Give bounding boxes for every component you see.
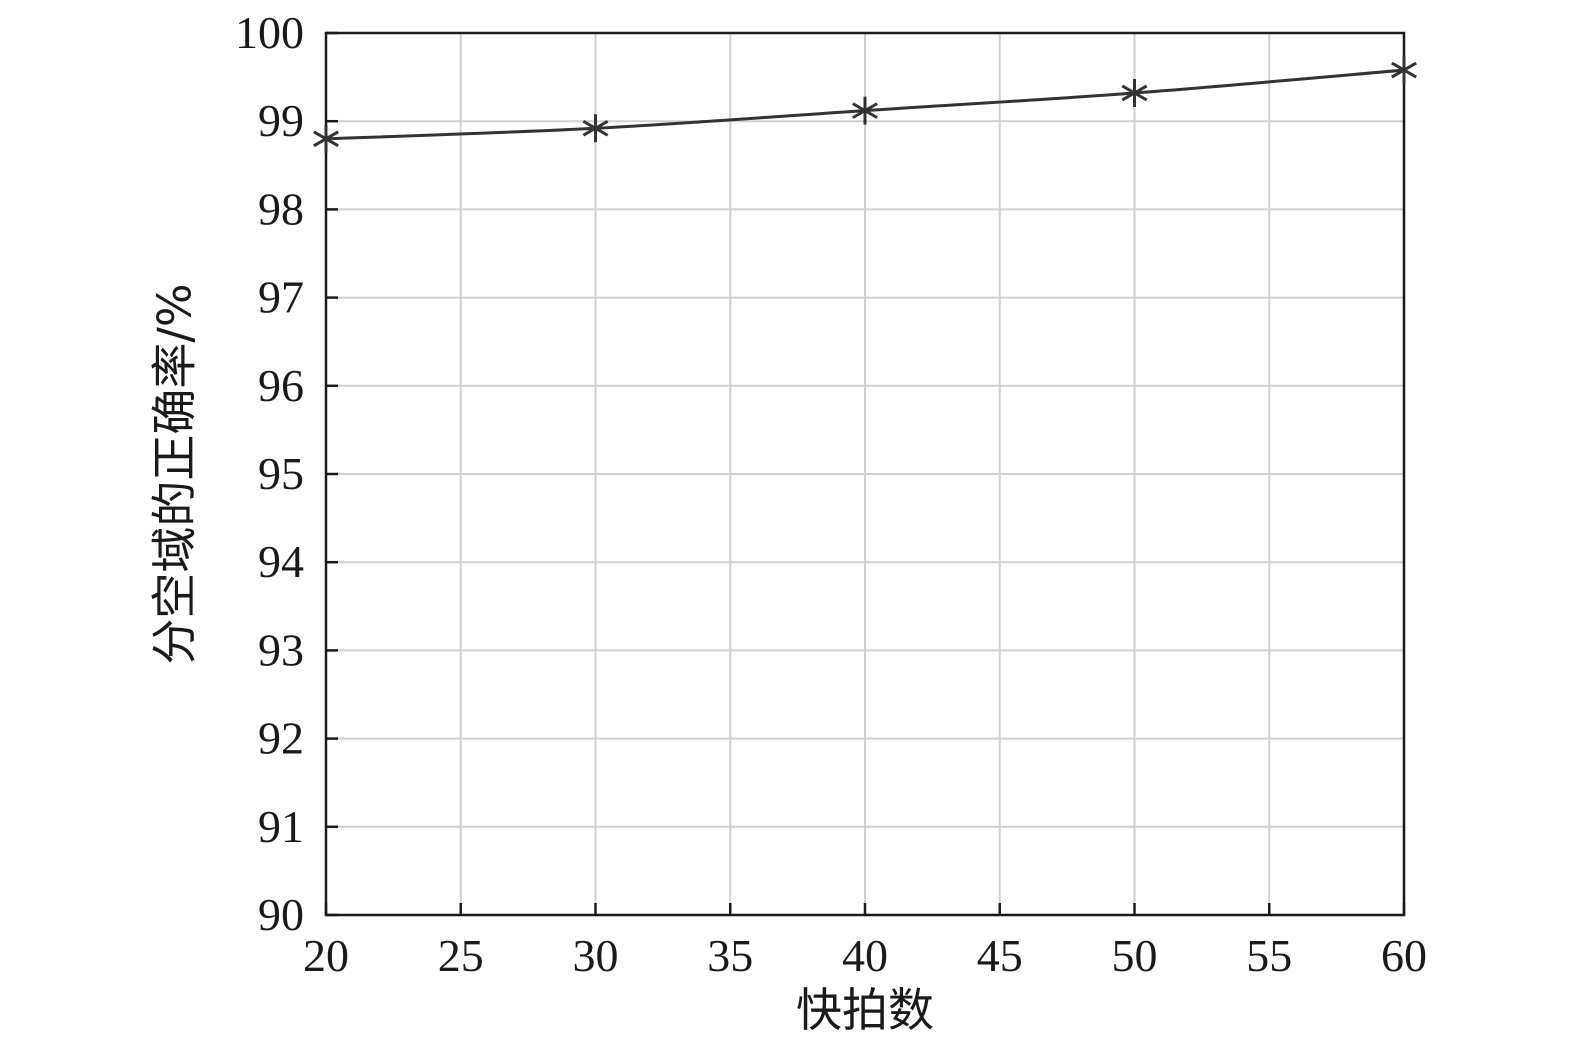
y-tick-label: 93 — [258, 624, 304, 675]
marker-stroke — [1391, 61, 1417, 79]
y-tick-label: 100 — [235, 7, 304, 58]
x-tick-label: 20 — [303, 930, 349, 981]
x-tick-label: 25 — [438, 930, 484, 981]
x-tick-label: 55 — [1246, 930, 1292, 981]
x-tick-label: 60 — [1381, 930, 1427, 981]
y-axis-tick-labels: 90 91 92 93 94 95 96 97 98 99 100 — [235, 7, 304, 940]
y-tick-label: 95 — [258, 448, 304, 499]
y-tick-label: 99 — [258, 95, 304, 146]
y-tick-label: 91 — [258, 801, 304, 852]
x-axis-label: 快拍数 — [796, 983, 934, 1037]
y-tick-label: 97 — [258, 272, 304, 323]
y-axis-label: 分空域的正确率/% — [148, 283, 202, 664]
y-tick-label: 92 — [258, 713, 304, 764]
series-group — [313, 56, 1417, 153]
x-tick-label: 35 — [707, 930, 753, 981]
x-tick-label: 30 — [573, 930, 619, 981]
x-axis-tick-labels: 20 25 30 35 40 45 50 55 60 — [303, 930, 1427, 981]
marker-stroke — [582, 119, 609, 137]
marker-stroke — [1121, 84, 1148, 102]
y-tick-label: 98 — [258, 183, 304, 234]
marker-stroke — [313, 130, 339, 148]
x-tick-label: 40 — [842, 930, 888, 981]
y-tick-label: 90 — [258, 889, 304, 940]
data-point-marker — [313, 124, 339, 153]
x-tick-label: 50 — [1112, 930, 1158, 981]
grid — [325, 32, 1405, 916]
y-tick-label: 96 — [258, 360, 304, 411]
data-point-marker — [582, 114, 609, 143]
axis-ticks — [324, 31, 1406, 917]
x-tick-label: 45 — [977, 930, 1023, 981]
data-point-marker — [1391, 56, 1417, 85]
y-tick-label: 94 — [258, 536, 304, 587]
marker-stroke — [852, 102, 878, 119]
data-point-marker — [1121, 78, 1148, 107]
data-point-marker — [852, 96, 878, 125]
